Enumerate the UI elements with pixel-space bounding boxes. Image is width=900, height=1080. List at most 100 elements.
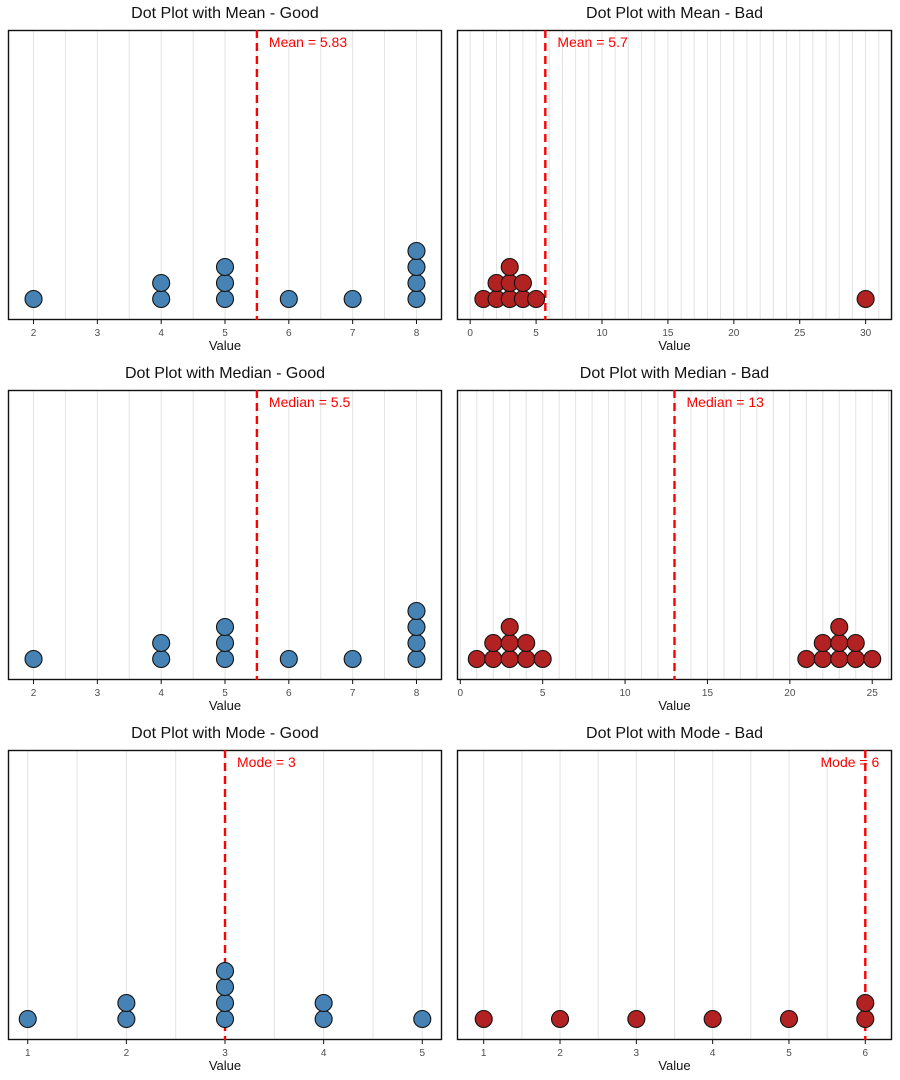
x-tick-label: 3 bbox=[634, 1048, 640, 1059]
plot-median-bad: 0 5 10 15 20 25 Value Median = 13 bbox=[456, 389, 893, 713]
x-axis-label: Value bbox=[209, 338, 241, 353]
x-axis: 2 3 4 5 6 7 8 bbox=[31, 680, 420, 699]
data-point bbox=[830, 649, 849, 669]
x-axis: 1 2 3 4 5 bbox=[25, 1040, 425, 1059]
data-point bbox=[467, 649, 486, 669]
plot-median-good: 2 3 4 5 6 7 8 Value Median = 5.5 bbox=[7, 389, 443, 713]
x-axis-label: Value bbox=[658, 1058, 690, 1073]
dots bbox=[474, 257, 875, 309]
data-point bbox=[533, 649, 552, 669]
x-tick-label: 2 bbox=[124, 1048, 130, 1059]
data-point bbox=[407, 273, 426, 293]
data-point bbox=[215, 961, 235, 981]
data-point bbox=[117, 993, 136, 1013]
x-tick-label: 6 bbox=[286, 328, 292, 339]
data-point bbox=[215, 257, 235, 277]
data-point bbox=[215, 1009, 235, 1029]
x-tick-label: 1 bbox=[481, 1048, 487, 1059]
data-point bbox=[517, 649, 536, 669]
data-point bbox=[215, 617, 235, 637]
data-point bbox=[215, 993, 235, 1013]
data-point bbox=[550, 1009, 570, 1029]
x-tick-label: 6 bbox=[286, 688, 292, 699]
data-point bbox=[343, 649, 362, 669]
x-axis: 2 3 4 5 6 7 8 bbox=[31, 320, 420, 339]
data-point bbox=[18, 1009, 37, 1029]
x-tick-label: 1 bbox=[25, 1048, 31, 1059]
x-tick-label: 8 bbox=[414, 328, 420, 339]
x-tick-label: 3 bbox=[95, 688, 101, 699]
x-axis-label: Value bbox=[658, 338, 690, 353]
x-axis-label: Value bbox=[209, 1058, 241, 1073]
plot-frame bbox=[456, 749, 893, 1041]
data-point bbox=[215, 649, 235, 669]
x-tick-label: 2 bbox=[31, 328, 37, 339]
data-point bbox=[215, 273, 235, 293]
data-point bbox=[413, 1009, 432, 1029]
reference-label: Median = 13 bbox=[687, 394, 765, 410]
data-point bbox=[474, 1009, 493, 1029]
data-point bbox=[152, 273, 171, 293]
x-tick-label: 30 bbox=[860, 328, 872, 339]
panel-title: Dot Plot with Median - Good bbox=[124, 365, 326, 382]
data-point bbox=[314, 1009, 333, 1029]
panel-median-bad: Dot Plot with Median - Bad 0 5 10 15 20 25 Val… bbox=[456, 360, 893, 720]
data-point bbox=[407, 289, 426, 309]
x-tick-label: 15 bbox=[702, 688, 714, 699]
data-point bbox=[407, 601, 426, 621]
x-axis-label: Value bbox=[209, 698, 241, 713]
x-tick-label: 5 bbox=[540, 688, 546, 699]
x-tick-label: 10 bbox=[596, 328, 608, 339]
data-point bbox=[846, 649, 865, 669]
data-point bbox=[500, 649, 519, 669]
dots bbox=[24, 601, 426, 669]
x-tick-label: 4 bbox=[158, 688, 164, 699]
x-tick-label: 20 bbox=[784, 688, 796, 699]
x-axis-label: Value bbox=[658, 698, 690, 713]
data-point bbox=[279, 649, 298, 669]
panel-title: Dot Plot with Mode - Good bbox=[131, 725, 319, 742]
data-point bbox=[797, 649, 816, 669]
plot-mean-bad: 0 5 10 15 20 25 30 Value Mean = 5.7 bbox=[456, 29, 893, 353]
data-point bbox=[627, 1009, 646, 1029]
data-point bbox=[215, 633, 235, 653]
x-tick-label: 5 bbox=[786, 1048, 792, 1059]
x-tick-label: 7 bbox=[350, 328, 356, 339]
data-point bbox=[215, 289, 235, 309]
data-point bbox=[152, 633, 171, 653]
grid-lines bbox=[459, 390, 890, 680]
x-tick-label: 0 bbox=[467, 328, 473, 339]
data-point bbox=[24, 649, 43, 669]
panel-mean-bad: Dot Plot with Mean - Bad 0 5 10 15 20 25 30 Val… bbox=[456, 0, 893, 360]
plot-mode-good: 1 2 3 4 5 Value Mode = 3 bbox=[7, 749, 443, 1073]
panel-mean-good: Dot Plot with Mean - Good 2 3 4 5 6 7 8 Value Me… bbox=[7, 0, 443, 360]
data-point bbox=[813, 633, 832, 653]
data-point bbox=[500, 257, 519, 277]
x-tick-label: 4 bbox=[158, 328, 164, 339]
x-tick-label: 0 bbox=[458, 688, 464, 699]
x-tick-label: 2 bbox=[557, 1048, 563, 1059]
reference-label: Median = 5.5 bbox=[269, 394, 351, 410]
data-point bbox=[279, 289, 298, 309]
data-point bbox=[407, 633, 426, 653]
data-point bbox=[500, 633, 519, 653]
x-tick-label: 3 bbox=[95, 328, 101, 339]
x-tick-label: 10 bbox=[620, 688, 632, 699]
x-tick-label: 5 bbox=[222, 328, 228, 339]
x-axis: 1 2 3 4 5 6 bbox=[481, 1040, 869, 1059]
data-point bbox=[314, 993, 333, 1013]
x-tick-label: 5 bbox=[533, 328, 539, 339]
reference-label: Mean = 5.7 bbox=[557, 34, 628, 50]
x-tick-label: 5 bbox=[222, 688, 228, 699]
data-point bbox=[513, 273, 532, 293]
x-tick-label: 4 bbox=[321, 1048, 327, 1059]
x-tick-label: 20 bbox=[728, 328, 740, 339]
plot-frame bbox=[7, 389, 443, 681]
x-tick-label: 2 bbox=[31, 688, 37, 699]
panel-title: Dot Plot with Mean - Good bbox=[131, 5, 319, 22]
grid-lines bbox=[483, 750, 866, 1040]
x-tick-label: 4 bbox=[710, 1048, 716, 1059]
reference-label: Mode = 3 bbox=[237, 754, 296, 770]
data-point bbox=[407, 649, 426, 669]
plot-mode-bad: 1 2 3 4 5 6 Value Mode = 6 bbox=[456, 749, 893, 1073]
